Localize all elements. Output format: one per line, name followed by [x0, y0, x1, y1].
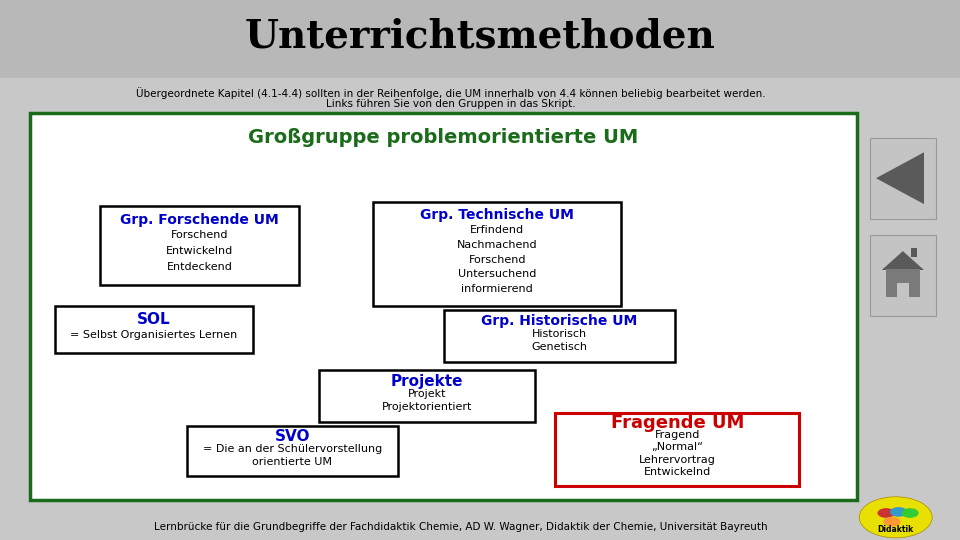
- Bar: [30, 113, 857, 500]
- Text: Entwickelnd: Entwickelnd: [166, 246, 233, 256]
- Text: Grp. Technische UM: Grp. Technische UM: [420, 208, 574, 222]
- Text: Projekte: Projekte: [391, 374, 464, 389]
- Text: Historisch: Historisch: [532, 329, 587, 340]
- Bar: [897, 283, 908, 297]
- Bar: [910, 248, 918, 256]
- Text: Grp. Historische UM: Grp. Historische UM: [481, 314, 637, 328]
- Text: Links führen Sie von den Gruppen in das Skript.: Links führen Sie von den Gruppen in das …: [326, 99, 576, 109]
- Text: Großgruppe problemorientierte UM: Großgruppe problemorientierte UM: [249, 128, 638, 147]
- Bar: [373, 202, 621, 306]
- Bar: [55, 306, 253, 353]
- Text: Lehrervortrag: Lehrervortrag: [638, 455, 716, 465]
- Text: = Selbst Organisiertes Lernen: = Selbst Organisiertes Lernen: [70, 330, 237, 340]
- Text: SVO: SVO: [275, 429, 310, 444]
- Circle shape: [877, 508, 895, 518]
- Text: Entwickelnd: Entwickelnd: [643, 467, 711, 477]
- Text: Übergeordnete Kapitel (4.1-4.4) sollten in der Reihenfolge, die UM innerhalb von: Übergeordnete Kapitel (4.1-4.4) sollten …: [136, 87, 766, 99]
- Text: informierend: informierend: [462, 285, 533, 294]
- Text: Didaktik: Didaktik: [877, 525, 914, 534]
- Bar: [187, 426, 398, 476]
- Text: Genetisch: Genetisch: [532, 342, 588, 353]
- Bar: [870, 138, 936, 219]
- Text: Projekt: Projekt: [408, 389, 446, 399]
- Bar: [555, 413, 800, 486]
- Text: Grp. Forschende UM: Grp. Forschende UM: [120, 213, 278, 226]
- Bar: [885, 269, 920, 297]
- Text: Unterrichtsmethoden: Unterrichtsmethoden: [245, 18, 715, 56]
- Bar: [100, 206, 299, 285]
- Text: Forschend: Forschend: [468, 254, 526, 265]
- Bar: [0, 0, 960, 78]
- Circle shape: [890, 507, 907, 517]
- Text: Lernbrücke für die Grundbegriffe der Fachdidaktik Chemie, AD W. Wagner, Didaktik: Lernbrücke für die Grundbegriffe der Fac…: [154, 522, 768, 531]
- Polygon shape: [881, 251, 924, 270]
- Text: „Normal“: „Normal“: [651, 442, 704, 453]
- Text: = Die an der Schülervorstellung: = Die an der Schülervorstellung: [203, 444, 382, 454]
- Bar: [870, 235, 936, 316]
- Bar: [444, 310, 675, 362]
- Polygon shape: [876, 152, 924, 204]
- Text: Forschend: Forschend: [171, 231, 228, 240]
- Text: Fragende UM: Fragende UM: [611, 414, 744, 432]
- Text: Untersuchend: Untersuchend: [458, 269, 537, 279]
- Text: orientierte UM: orientierte UM: [252, 457, 332, 467]
- Text: Nachmachend: Nachmachend: [457, 240, 538, 249]
- Circle shape: [859, 497, 932, 538]
- Bar: [320, 370, 535, 422]
- Text: SOL: SOL: [137, 312, 171, 327]
- Text: Fragend: Fragend: [655, 430, 700, 440]
- Circle shape: [883, 517, 900, 526]
- Circle shape: [901, 508, 919, 518]
- Text: Projektorientiert: Projektorientiert: [382, 402, 472, 413]
- Text: Entdeckend: Entdeckend: [166, 262, 232, 272]
- Text: Erfindend: Erfindend: [470, 225, 524, 235]
